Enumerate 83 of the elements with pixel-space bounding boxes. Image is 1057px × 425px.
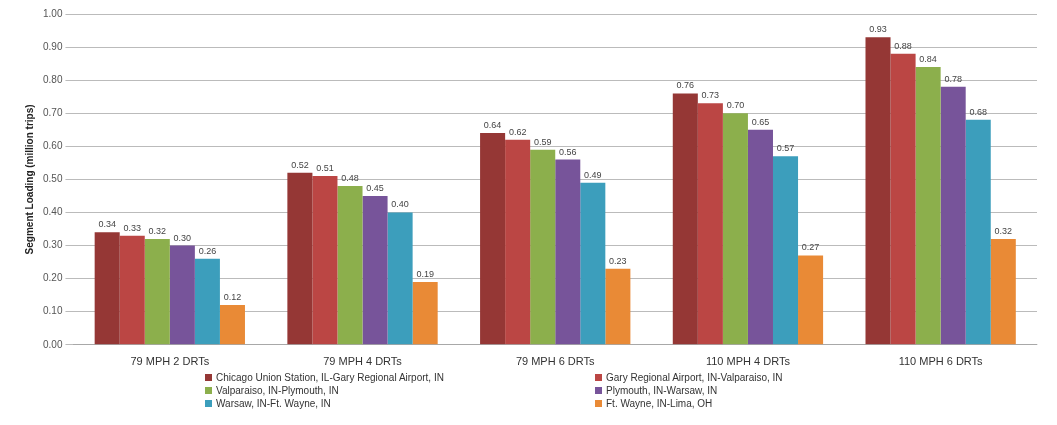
data-label: 0.30 [173, 232, 192, 243]
bar [580, 182, 606, 345]
bar [915, 66, 941, 345]
data-label: 0.33 [123, 222, 141, 233]
bar [94, 232, 120, 345]
data-label: 0.70 [726, 100, 745, 111]
bar [697, 103, 723, 345]
data-label: 0.76 [676, 80, 695, 91]
data-label: 0.68 [969, 106, 987, 117]
bar [312, 176, 338, 345]
y-tick-label: 0.50 [42, 173, 63, 185]
data-label: 0.78 [944, 73, 962, 84]
y-tick-label: 0.20 [42, 272, 63, 284]
bar [890, 53, 916, 345]
x-tick-label: 110 MPH 6 DRTs [898, 355, 984, 368]
bar [505, 139, 531, 345]
y-tick-label: 0.10 [42, 305, 63, 317]
legend-label: Ft. Wayne, IN-Lima, OH [606, 398, 713, 409]
y-tick-label: 1.00 [42, 7, 63, 19]
data-label: 0.32 [994, 225, 1013, 236]
data-label: 0.52 [291, 159, 309, 170]
data-label: 0.84 [919, 53, 937, 64]
data-label: 0.26 [198, 245, 217, 256]
legend-label: Gary Regional Airport, IN-Valparaiso, IN [606, 372, 783, 383]
data-label: 0.65 [751, 116, 770, 127]
bar [747, 129, 773, 345]
data-label: 0.51 [316, 163, 334, 174]
data-label: 0.88 [894, 40, 912, 51]
data-label: 0.57 [776, 143, 795, 154]
bar [412, 281, 438, 345]
data-label: 0.59 [533, 136, 552, 147]
data-label: 0.32 [148, 225, 167, 236]
data-label: 0.45 [366, 182, 384, 193]
data-label: 0.19 [416, 268, 434, 279]
legend-label: Plymouth, IN-Warsaw, IN [606, 385, 718, 396]
y-tick-label: 0.00 [42, 338, 63, 350]
bar [990, 238, 1016, 345]
data-label: 0.64 [483, 120, 502, 131]
data-label: 0.93 [869, 24, 887, 35]
bar [555, 159, 581, 345]
bar [144, 238, 170, 345]
bar [530, 149, 556, 345]
bar [672, 93, 698, 345]
bar [772, 156, 799, 345]
bar [337, 186, 363, 345]
bar [169, 245, 195, 345]
data-label: 0.40 [391, 199, 409, 210]
data-label: 0.27 [801, 242, 820, 253]
legend-label: Chicago Union Station, IL-Gary Regional Airport, IN [216, 372, 444, 383]
bar [362, 195, 388, 345]
bar [965, 119, 991, 345]
bar [119, 235, 145, 345]
y-tick-label: 0.70 [42, 106, 63, 118]
x-tick-label: 79 MPH 6 DRTs [515, 355, 596, 368]
x-tick-label: 79 MPH 2 DRTs [130, 355, 210, 368]
bar [798, 255, 824, 345]
x-tick-label: 79 MPH 4 DRTs [323, 355, 403, 368]
bar [194, 258, 220, 345]
bar [387, 212, 413, 345]
data-label: 0.12 [223, 292, 242, 303]
bar [287, 172, 313, 345]
legend-label: Warsaw, IN-Ft. Wayne, IN [216, 398, 331, 409]
bar [605, 268, 631, 345]
y-tick-label: 0.40 [42, 206, 63, 218]
y-tick-label: 0.80 [42, 73, 63, 85]
x-tick-label: 110 MPH 4 DRTs [705, 355, 791, 368]
bar [865, 37, 891, 345]
bar [480, 133, 506, 345]
legend-label: Valparaiso, IN-Plymouth, IN [216, 385, 339, 396]
bar [722, 113, 748, 345]
data-label: 0.49 [584, 169, 602, 180]
data-label: 0.34 [98, 219, 116, 230]
y-tick-label: 0.30 [42, 239, 63, 251]
data-label: 0.48 [341, 173, 359, 183]
y-tick-label: 0.60 [42, 140, 63, 152]
y-tick-label: 0.90 [42, 40, 63, 52]
bar [219, 305, 245, 345]
y-axis-title: Segment Loading (million trips) [23, 104, 35, 255]
data-label: 0.56 [558, 146, 577, 157]
data-label: 0.23 [609, 255, 627, 266]
data-label: 0.62 [508, 126, 527, 137]
data-label: 0.73 [701, 90, 720, 101]
bar [940, 86, 966, 345]
